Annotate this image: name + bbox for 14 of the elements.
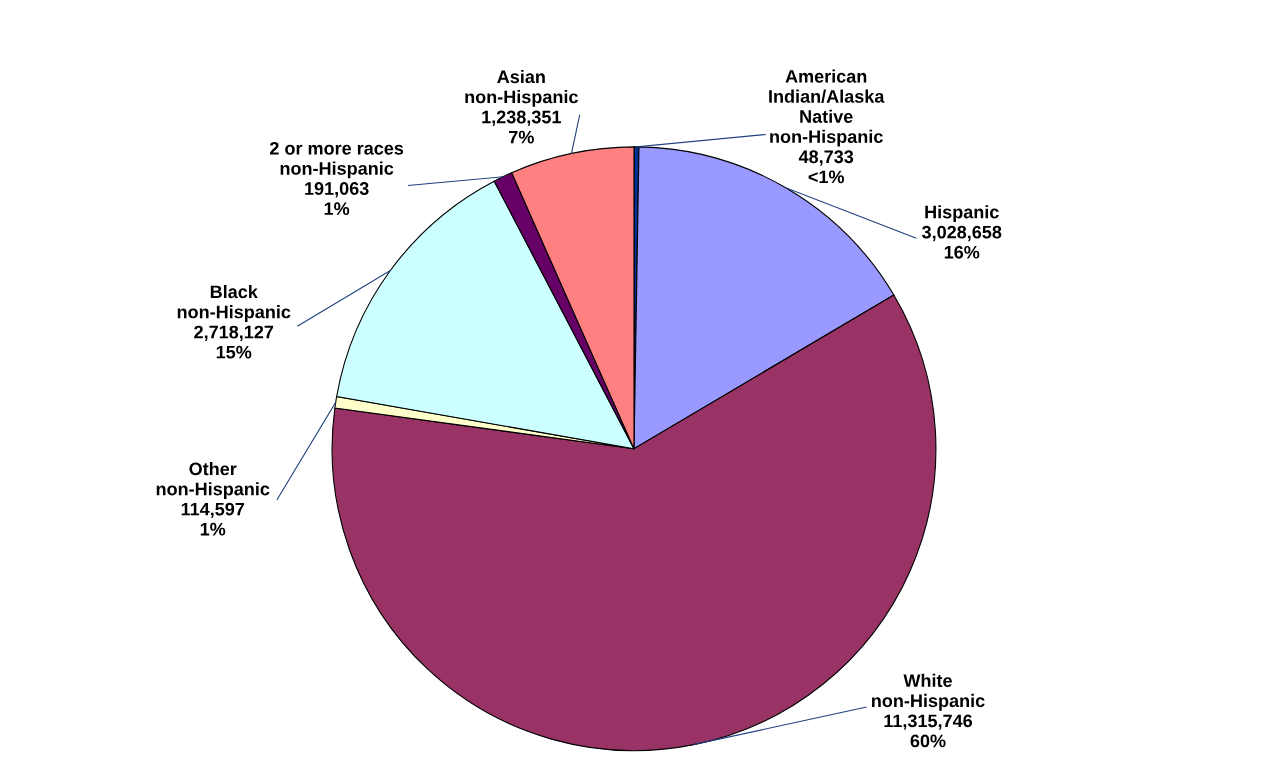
data-label: 11,315,746 60% [884,714,973,748]
slice-label: 2 or more races non-Hispanic [270,141,404,179]
data-label: 3,028,658 16% [921,225,1002,259]
data-label: 1,238,351 7% [482,110,561,144]
slice-label: Asian non-Hispanic [465,69,578,107]
slice-label: American Indian/Alaska Native non-Hispanic [769,69,885,147]
slice-label: Other non-Hispanic [156,462,270,499]
data-label: 114,597 1% [181,502,245,536]
slice-label: Black non-Hispanic [177,284,291,322]
slice-label: Hispanic [925,205,999,222]
data-label: 2,718,127 15% [194,325,274,359]
data-label: 48,733 <1% [798,150,854,184]
slice-label: White non-Hispanic [872,673,985,711]
data-label: 191,063 1% [305,182,369,215]
